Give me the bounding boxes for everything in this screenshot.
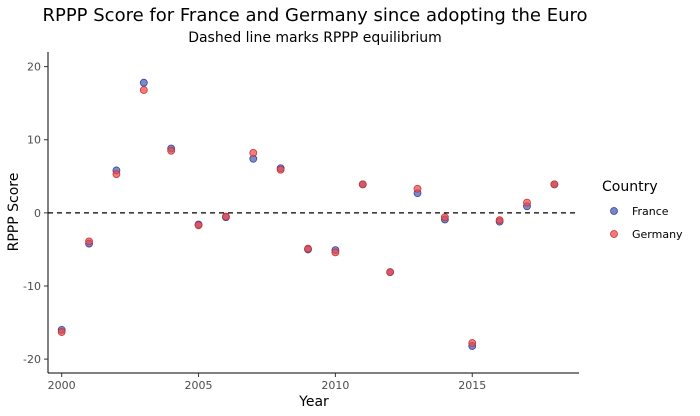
y-tick-label: 10 bbox=[27, 134, 41, 147]
chart-subtitle: Dashed line marks RPPP equilibrium bbox=[188, 30, 442, 46]
legend-key-france bbox=[610, 207, 618, 215]
legend-key-germany bbox=[610, 230, 618, 238]
data-point-germany bbox=[331, 248, 340, 257]
chart-title: RPPP Score for France and Germany since … bbox=[42, 5, 587, 26]
legend: Country France Germany bbox=[602, 179, 683, 241]
x-tick-label: 2005 bbox=[185, 379, 213, 392]
data-point-germany bbox=[386, 268, 395, 276]
data-point-germany bbox=[57, 328, 66, 336]
data-point-germany bbox=[194, 221, 203, 230]
y-axis-title: RPPP Score bbox=[6, 173, 22, 252]
data-point-germany bbox=[440, 213, 449, 222]
data-point-germany bbox=[304, 244, 312, 253]
data-point-germany bbox=[249, 149, 258, 157]
data-point-germany bbox=[85, 237, 93, 246]
y-tick-label: 0 bbox=[34, 207, 41, 220]
x-axis-title: Year bbox=[298, 394, 329, 410]
plot-area: -20 -10 0 10 20 2000 2005 2010 2015 bbox=[23, 52, 579, 392]
legend-label-germany: Germany bbox=[632, 228, 683, 241]
y-tick-label: -10 bbox=[23, 280, 41, 293]
data-point-germany bbox=[468, 339, 477, 347]
x-tick-label: 2010 bbox=[321, 379, 349, 392]
data-point-germany bbox=[495, 216, 504, 225]
data-point-germany bbox=[139, 86, 148, 94]
legend-label-france: France bbox=[632, 205, 669, 218]
y-tick-label: 20 bbox=[27, 61, 41, 74]
data-point-germany bbox=[550, 180, 559, 189]
data-point-germany bbox=[523, 198, 531, 207]
x-tick-label: 2000 bbox=[48, 379, 76, 392]
data-point-germany bbox=[112, 170, 121, 179]
data-point-germany bbox=[222, 212, 230, 221]
x-tick-label: 2015 bbox=[458, 379, 486, 392]
data-point-germany bbox=[167, 146, 176, 155]
data-point-france bbox=[139, 78, 148, 87]
data-point-germany bbox=[358, 180, 367, 189]
data-point-germany bbox=[276, 165, 285, 174]
data-point-germany bbox=[413, 184, 422, 193]
legend-title: Country bbox=[602, 179, 658, 195]
y-tick-label: -20 bbox=[23, 353, 41, 366]
